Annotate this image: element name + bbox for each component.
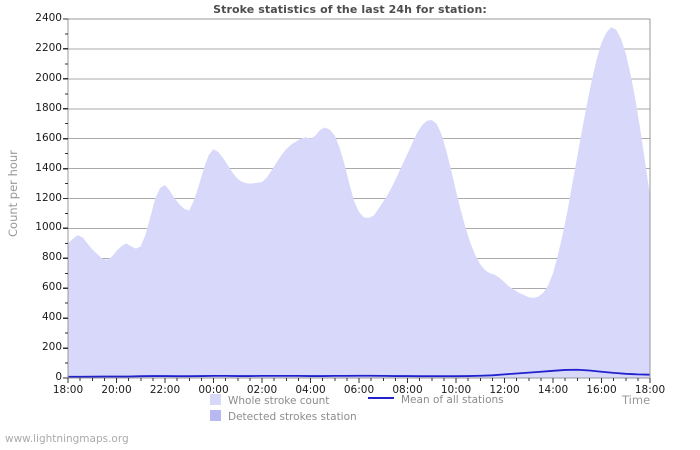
y-tick-label: 2200 bbox=[35, 41, 62, 54]
x-tick-label: 20:00 bbox=[101, 384, 132, 396]
y-tick-label: 1200 bbox=[35, 191, 62, 204]
x-tick-label: 18:00 bbox=[52, 384, 84, 396]
legend-item: Mean of all stations bbox=[368, 394, 504, 406]
y-tick-label: 400 bbox=[41, 311, 62, 324]
source-footer: www.lightningmaps.org bbox=[5, 433, 129, 445]
series-whole-stroke-count bbox=[68, 27, 650, 378]
chart-title: Stroke statistics of the last 24h for st… bbox=[213, 3, 487, 16]
x-tick-label: 04:00 bbox=[295, 384, 326, 396]
legend-swatch-marker bbox=[210, 394, 221, 405]
legend-label: Detected strokes station bbox=[228, 411, 357, 423]
legend-label: Mean of all stations bbox=[401, 394, 504, 406]
y-tick-label: 600 bbox=[41, 281, 62, 294]
y-tick-label: 1600 bbox=[35, 131, 62, 144]
y-tick-label: 0 bbox=[55, 371, 62, 383]
legend-label: Whole stroke count bbox=[228, 395, 330, 407]
legend-item: Detected strokes station bbox=[210, 410, 357, 423]
y-tick-label: 2000 bbox=[35, 71, 62, 84]
legend-swatch-marker bbox=[210, 410, 221, 421]
y-tick-label: 2400 bbox=[35, 12, 62, 24]
series-mean-of-all-stations bbox=[68, 368, 651, 378]
y-tick-label: 200 bbox=[41, 341, 62, 354]
x-tick-label: 00:00 bbox=[198, 384, 229, 396]
x-tick-label: 02:00 bbox=[246, 384, 278, 396]
y-tick-label: 1000 bbox=[35, 221, 62, 234]
x-tick-label: 06:00 bbox=[343, 384, 375, 396]
legend-item: Whole stroke count bbox=[210, 394, 329, 407]
x-tick-label: 18:00 bbox=[634, 384, 666, 396]
y-tick-label: 1400 bbox=[35, 161, 62, 174]
x-tick-label: 14:00 bbox=[537, 384, 569, 396]
x-tick-label: 10:00 bbox=[440, 384, 472, 396]
y-tick-label: 1800 bbox=[35, 101, 62, 114]
legend-line-marker bbox=[368, 397, 394, 399]
x-tick-label: 12:00 bbox=[489, 384, 520, 396]
x-tick-label: 08:00 bbox=[392, 384, 423, 396]
x-tick-label: 16:00 bbox=[586, 384, 617, 396]
y-tick-label: 800 bbox=[41, 251, 62, 264]
x-tick-label: 22:00 bbox=[149, 384, 181, 396]
x-axis-label: Time bbox=[622, 393, 651, 407]
